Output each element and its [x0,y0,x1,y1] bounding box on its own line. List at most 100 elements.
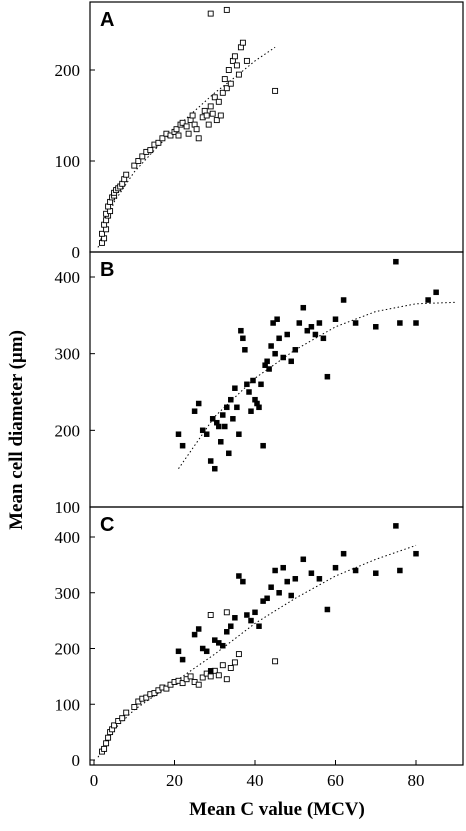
data-point [207,612,214,618]
data-point [280,354,286,361]
data-point [312,331,319,338]
data-point [224,404,230,411]
data-point [324,373,331,380]
data-point [231,53,238,60]
data-point [413,550,419,557]
data-point [179,680,186,687]
data-point [308,324,315,330]
data-point [272,350,278,357]
data-point [223,6,230,13]
data-point [239,39,246,46]
data-point [147,147,154,154]
data-point [393,258,399,265]
data-point [425,297,431,303]
data-point [105,734,112,741]
data-point [225,67,232,73]
data-point [340,297,347,303]
data-point [215,672,222,679]
data-point [266,366,272,372]
data-point [232,385,238,391]
data-point [397,320,403,326]
data-point [99,230,105,237]
data-point [220,642,226,649]
data-point [304,327,311,334]
data-point [280,564,286,571]
data-point [264,595,270,602]
data-point [228,623,234,629]
data-point [284,331,290,338]
data-point [352,567,359,574]
y-tick-label: 400 [55,268,81,287]
data-point [199,645,206,652]
data-point [207,103,214,110]
data-point [413,320,419,326]
data-point [316,576,323,582]
data-point [260,442,266,449]
data-point [258,381,264,388]
data-point [272,87,279,94]
data-point [207,10,214,17]
x-tick-label: 40 [247,771,264,790]
data-point [123,709,130,716]
data-point [131,704,138,710]
data-point [155,139,162,146]
data-point [300,556,307,563]
data-point [167,132,174,139]
data-point [252,609,258,616]
data-point [187,673,194,680]
data-point [222,423,228,430]
y-tick-label: 400 [55,528,81,547]
data-point [183,123,190,130]
data-point [199,674,206,681]
y-tick-label: 100 [55,498,81,517]
data-point [219,89,226,96]
data-point [268,584,274,590]
data-point [227,665,234,671]
data-point [276,590,282,596]
data-point [242,347,248,353]
data-point [185,130,192,137]
data-point [250,377,256,384]
fit-curve-a [97,46,276,248]
data-point [193,126,200,133]
data-point [207,458,214,464]
data-point [240,335,246,342]
data-point [217,112,224,119]
data-point [195,626,202,632]
data-point [236,431,242,437]
data-point [191,408,198,414]
data-point [226,450,232,457]
x-tick-label: 20 [166,771,183,790]
data-point [119,715,126,722]
y-tick-label: 300 [55,345,81,364]
data-point [111,722,118,729]
fit-curve-c [97,544,417,758]
data-point [340,550,347,557]
data-point [246,389,252,395]
data-point [324,606,331,613]
data-point [224,629,230,635]
data-point [163,685,170,692]
data-point [203,648,210,655]
data-point [235,651,242,658]
data-point [179,656,186,663]
data-point [373,570,379,576]
data-point [223,676,230,683]
data-point [292,347,299,353]
data-point [231,659,238,666]
data-point [300,304,307,311]
data-point [195,681,202,688]
data-point [209,110,216,117]
data-point [244,612,250,618]
data-point [228,396,234,403]
data-point [191,631,198,638]
panel-label-b: B [100,259,114,281]
data-point [215,98,222,105]
data-point [205,121,212,128]
data-point [195,135,202,142]
data-point [159,135,166,142]
data-point [211,94,218,101]
y-tick-label: 0 [72,751,81,770]
data-point [393,523,399,529]
